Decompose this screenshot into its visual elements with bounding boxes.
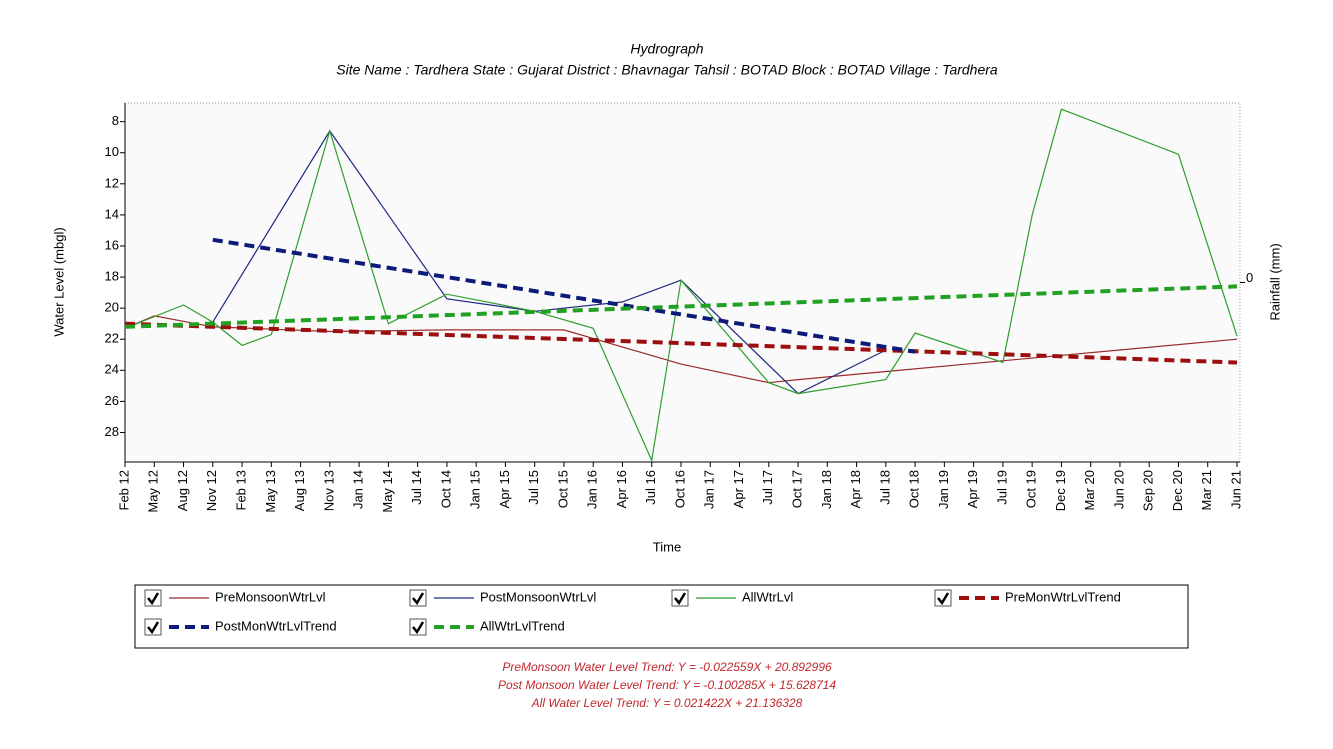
legend-label: PostMonWtrLvlTrend: [215, 618, 337, 633]
x-tick-label: Dec 19: [1053, 470, 1068, 511]
x-tick-label: Mar 21: [1199, 470, 1214, 510]
trend-equation: All Water Level Trend: Y = 0.021422X + 2…: [531, 696, 803, 710]
x-tick-label: Jun 21: [1228, 470, 1243, 509]
x-tick-label: Jan 15: [468, 470, 483, 509]
x-tick-label: Dec 20: [1170, 470, 1185, 511]
y-tick-label: 16: [105, 237, 119, 252]
x-tick-label: Jul 18: [877, 470, 892, 505]
x-tick-label: Jan 19: [936, 470, 951, 509]
legend: [134, 584, 1189, 649]
legend-label: AllWtrLvl: [742, 589, 793, 604]
x-tick-label: Oct 16: [672, 470, 687, 508]
chart-subtitle: Site Name : Tardhera State : Gujarat Dis…: [336, 62, 998, 78]
x-tick-label: Feb 12: [116, 470, 131, 510]
y2-axis-label: Rainfall (mm): [1267, 243, 1282, 320]
x-tick-label: Jan 14: [351, 470, 366, 509]
y2-tick-label: 0: [1246, 270, 1253, 285]
y-tick-label: 22: [105, 331, 119, 346]
x-tick-label: Oct 17: [789, 470, 804, 508]
x-tick-label: Jul 15: [526, 470, 541, 505]
x-tick-label: Jul 17: [760, 470, 775, 505]
x-tick-label: Jan 16: [585, 470, 600, 509]
x-tick-label: May 13: [263, 470, 278, 513]
x-tick-label: Sep 20: [1141, 470, 1156, 511]
y-tick-label: 8: [112, 113, 119, 128]
x-tick-label: Oct 14: [438, 470, 453, 508]
x-tick-label: Mar 20: [1082, 470, 1097, 510]
legend-label: PreMonsoonWtrLvl: [215, 589, 326, 604]
x-tick-label: Apr 18: [848, 470, 863, 508]
series-line: [212, 129, 887, 395]
y-tick-label: 12: [105, 175, 119, 190]
y-tick-label: 10: [105, 144, 119, 159]
trend-equation: Post Monsoon Water Level Trend: Y = -0.1…: [498, 678, 836, 692]
y-tick-label: 24: [105, 362, 119, 377]
legend-check: [147, 592, 160, 606]
x-tick-label: Jul 19: [994, 470, 1009, 505]
y-tick-label: 28: [105, 424, 119, 439]
x-tick-label: Apr 17: [731, 470, 746, 508]
x-tick-label: Nov 12: [204, 470, 219, 511]
series-line: [124, 108, 1238, 463]
x-tick-label: Jul 16: [643, 470, 658, 505]
x-tick-label: May 12: [146, 470, 161, 513]
series-line: [212, 237, 916, 354]
x-tick-label: Jan 18: [819, 470, 834, 509]
trend-equation: PreMonsoon Water Level Trend: Y = -0.022…: [502, 660, 832, 674]
y-tick-label: 26: [105, 393, 119, 408]
x-tick-label: Oct 15: [555, 470, 570, 508]
y-tick-label: 18: [105, 268, 119, 283]
x-tick-label: May 14: [380, 470, 395, 513]
legend-check: [412, 621, 425, 635]
legend-check: [674, 592, 687, 606]
series-line: [124, 284, 1238, 329]
x-tick-label: Jun 20: [1111, 470, 1126, 509]
x-tick-label: Nov 13: [321, 470, 336, 511]
x-axis-label: Time: [653, 539, 681, 554]
x-tick-label: Apr 15: [497, 470, 512, 508]
legend-check: [147, 621, 160, 635]
x-tick-label: Aug 12: [175, 470, 190, 511]
series-line: [124, 315, 1238, 384]
x-tick-label: Feb 13: [233, 470, 248, 510]
x-tick-label: Oct 19: [1024, 470, 1039, 508]
x-tick-label: Apr 16: [614, 470, 629, 508]
x-tick-label: Jan 17: [702, 470, 717, 509]
y-tick-label: 14: [105, 206, 119, 221]
chart-title: Hydrograph: [630, 41, 703, 57]
legend-label: AllWtrLvlTrend: [480, 618, 565, 633]
x-tick-label: Oct 18: [907, 470, 922, 508]
legend-check: [937, 592, 950, 606]
x-tick-label: Apr 19: [965, 470, 980, 508]
y-tick-label: 20: [105, 300, 119, 315]
y-axis-label: Water Level (mbgl): [51, 227, 66, 336]
x-tick-label: Jul 14: [409, 470, 424, 505]
legend-check: [412, 592, 425, 606]
legend-label: PostMonsoonWtrLvl: [480, 589, 596, 604]
legend-label: PreMonWtrLvlTrend: [1005, 589, 1121, 604]
series-line: [124, 321, 1238, 365]
x-tick-label: Aug 13: [292, 470, 307, 511]
